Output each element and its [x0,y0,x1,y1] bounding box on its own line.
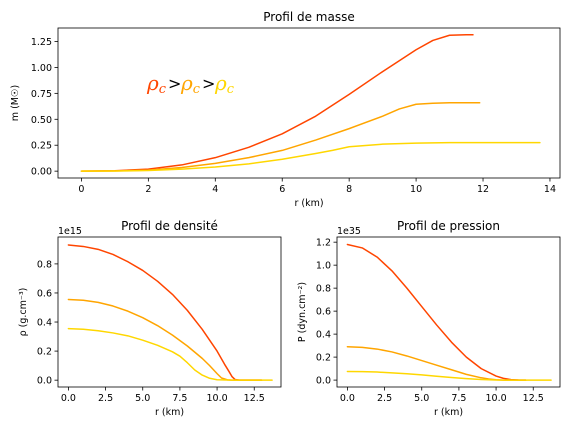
x-tick-label: 0 [78,184,84,195]
rho-c-high: ρc [146,71,167,97]
y-tick-label: 0.4 [37,318,52,329]
y-tick-label: 0.0 [37,376,52,387]
x-tick-label: 4 [212,184,218,195]
series-line-mid [347,347,525,380]
x-tick-label: 12.5 [244,393,265,404]
axes-frame [58,237,281,387]
y-axis-label: P (dyn.cm⁻²) [297,282,308,342]
x-axis-label: r (km) [155,407,184,418]
series-line-mid [68,300,261,381]
chart-densite: 0.0 2.5 5.0 7.5 10.0 12.5 0.0 0.2 0.4 0.6 0.8 Profi… [18,219,281,418]
chart-title: Profil de pression [397,219,500,233]
y-tick-label: 0.00 [31,167,52,178]
series-line-mid [81,103,479,171]
y-tick-label: 0.4 [316,330,331,341]
x-tick-label: 8 [346,184,352,195]
series-line-low [68,329,272,381]
rho-c-annotation: ρc > ρc > ρc [146,71,235,97]
chart-title: Profil de densité [121,219,218,233]
y-tick-label: 1.00 [31,63,52,74]
y-tick-label: 0.75 [31,89,52,100]
y-tick-label: 0.8 [37,259,52,270]
rho-c-mid: ρc [180,71,201,97]
rho-c-low: ρc [214,71,235,97]
chart-title: Profil de masse [263,10,355,24]
x-tick-label: 6 [279,184,285,195]
series-line-low [347,371,551,380]
x-tick-label: 5.0 [135,393,150,404]
y-axis-label: ρ (g.cm⁻³) [18,288,29,337]
x-tick-label: 5.0 [414,393,429,404]
y-tick-label: 1.25 [31,37,52,48]
x-tick-label: 2.5 [98,393,113,404]
y-tick-label: 0.25 [31,141,52,152]
x-tick-label: 12 [477,184,489,195]
y-tick-label: 0.6 [37,288,52,299]
y-tick-label: 0.2 [316,353,331,364]
x-tick-label: 10.0 [485,393,506,404]
axes-frame [337,237,560,387]
y-tick-label: 1.2 [316,238,331,249]
x-tick-label: 0.0 [340,393,355,404]
y-tick-label: 0.8 [316,284,331,295]
series-line-high [347,244,525,380]
y-offset-text: 1e15 [58,226,82,237]
x-tick-label: 10 [410,184,422,195]
x-axis-label: r (km) [294,198,323,209]
y-offset-text: 1e35 [337,226,361,237]
greater-than-sign: > [168,74,181,93]
x-tick-label: 14 [544,184,556,195]
x-tick-label: 10.0 [206,393,227,404]
y-tick-label: 0.2 [37,347,52,358]
x-tick-label: 2.5 [377,393,392,404]
y-tick-label: 0.6 [316,307,331,318]
x-tick-label: 0.0 [61,393,76,404]
x-tick-label: 12.5 [523,393,544,404]
x-tick-label: 2 [145,184,151,195]
y-axis-label: m (M☉) [10,85,21,121]
y-tick-label: 1.0 [316,261,331,272]
axes-frame [58,28,560,178]
chart-masse: 0 2 4 6 8 10 12 14 0.00 0.25 0.50 0.75 1.00 1.25 Profi… [10,10,560,209]
series-line-high [68,245,261,380]
series-line-low [81,143,539,172]
greater-than-sign: > [202,74,215,93]
x-tick-label: 7.5 [172,393,187,404]
x-axis-label: r (km) [434,407,463,418]
x-tick-label: 7.5 [451,393,466,404]
chart-pression: 0.0 2.5 5.0 7.5 10.0 12.5 0.0 0.2 0.4 0.6 0.8 1.0 1.… [297,219,560,418]
series-line-high [81,35,473,171]
y-tick-label: 0.0 [316,376,331,387]
y-tick-label: 0.50 [31,115,52,126]
